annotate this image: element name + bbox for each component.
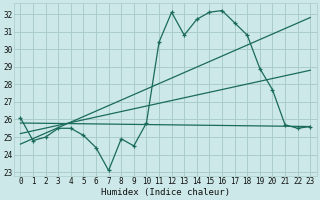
X-axis label: Humidex (Indice chaleur): Humidex (Indice chaleur)	[101, 188, 230, 197]
